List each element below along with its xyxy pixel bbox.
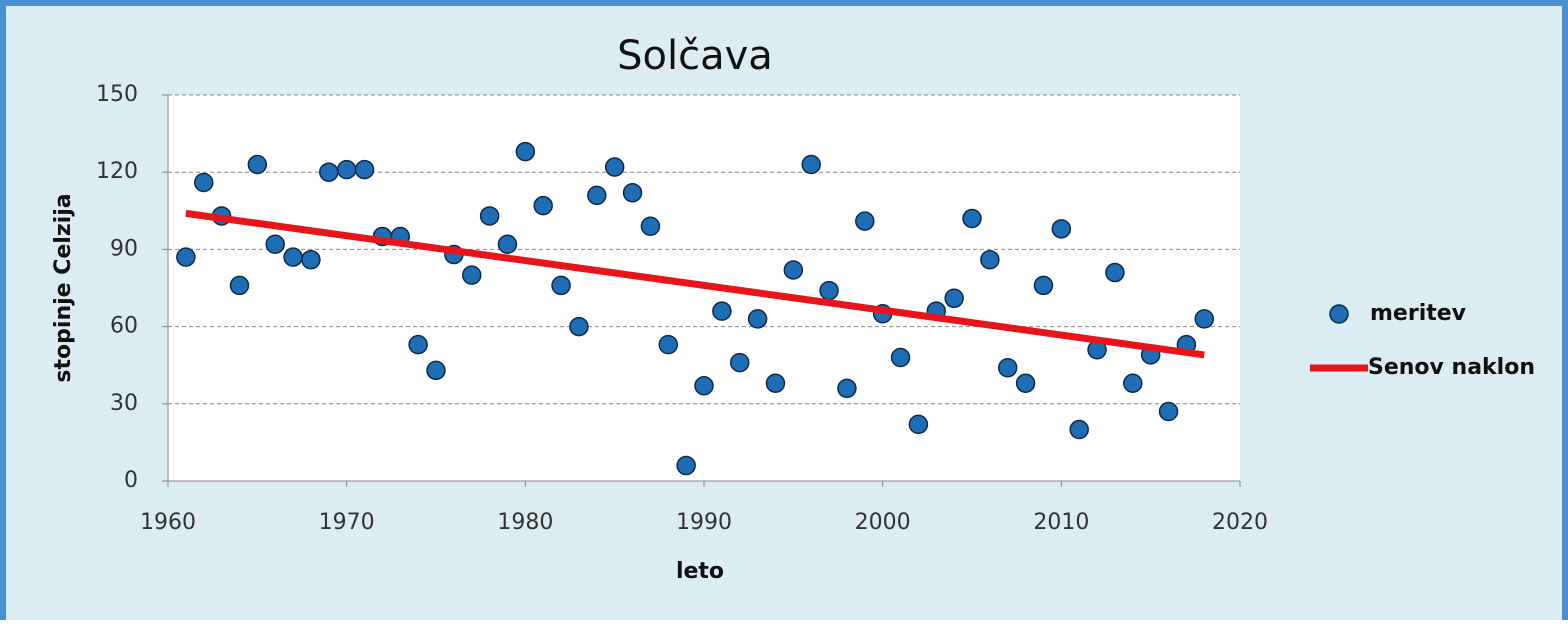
point [622, 183, 643, 203]
point [229, 275, 250, 296]
point [908, 414, 929, 435]
x-tick-label: 1970 [319, 510, 375, 535]
y-tick-label: 150 [96, 82, 138, 107]
point [265, 234, 285, 255]
point [694, 376, 714, 396]
trend-line [185, 209, 1205, 359]
point [1105, 262, 1125, 283]
point [533, 195, 553, 216]
point [997, 358, 1018, 378]
point [426, 360, 446, 381]
point [819, 280, 839, 301]
point [1051, 219, 1072, 239]
y-tick-label: 30 [110, 391, 138, 416]
y-tick-label: 90 [110, 236, 138, 261]
legend-label: Senov naklon [1368, 355, 1535, 380]
point [176, 247, 196, 267]
point [890, 347, 911, 368]
point [944, 288, 964, 309]
x-tick-label: 2000 [855, 510, 911, 535]
point [747, 309, 768, 329]
chart-title: Solčava [617, 33, 773, 79]
x-axis-label: leto [676, 559, 724, 584]
point [640, 216, 661, 236]
legend-label: meritev [1370, 301, 1467, 326]
point [712, 301, 732, 321]
point [479, 206, 500, 226]
point [283, 247, 303, 267]
point [1069, 419, 1089, 440]
point [408, 334, 428, 355]
y-tick-label: 0 [124, 468, 138, 493]
point [551, 275, 571, 296]
point [336, 159, 357, 180]
point [855, 211, 875, 231]
x-tick-label: 1960 [140, 510, 196, 535]
point [193, 172, 214, 193]
point [497, 234, 518, 255]
x-tick-label: 2010 [1033, 510, 1089, 535]
x-tick-label: 1990 [676, 510, 732, 535]
point [783, 260, 804, 280]
point [1194, 309, 1215, 329]
point [247, 154, 268, 175]
point [604, 157, 625, 177]
x-tick-label: 2020 [1212, 510, 1268, 535]
y-tick-label: 120 [96, 159, 138, 184]
point [801, 154, 821, 175]
point [461, 265, 482, 285]
point [765, 373, 786, 393]
point [1158, 401, 1179, 422]
point [962, 208, 982, 229]
point [301, 249, 321, 270]
point [837, 378, 857, 399]
y-axis-label: stopinje Celzija [51, 193, 76, 382]
point [1123, 373, 1143, 393]
point [1033, 275, 1054, 296]
point [319, 162, 339, 182]
point [354, 159, 375, 180]
point [658, 334, 679, 355]
y-tick-label: 60 [110, 314, 138, 339]
point [569, 316, 589, 337]
point [729, 352, 750, 373]
point [515, 141, 536, 162]
legend-swatch [1329, 304, 1349, 324]
point [587, 185, 607, 206]
point [1015, 373, 1036, 393]
point [676, 455, 696, 476]
point [980, 249, 1000, 270]
x-tick-label: 1980 [497, 510, 553, 535]
